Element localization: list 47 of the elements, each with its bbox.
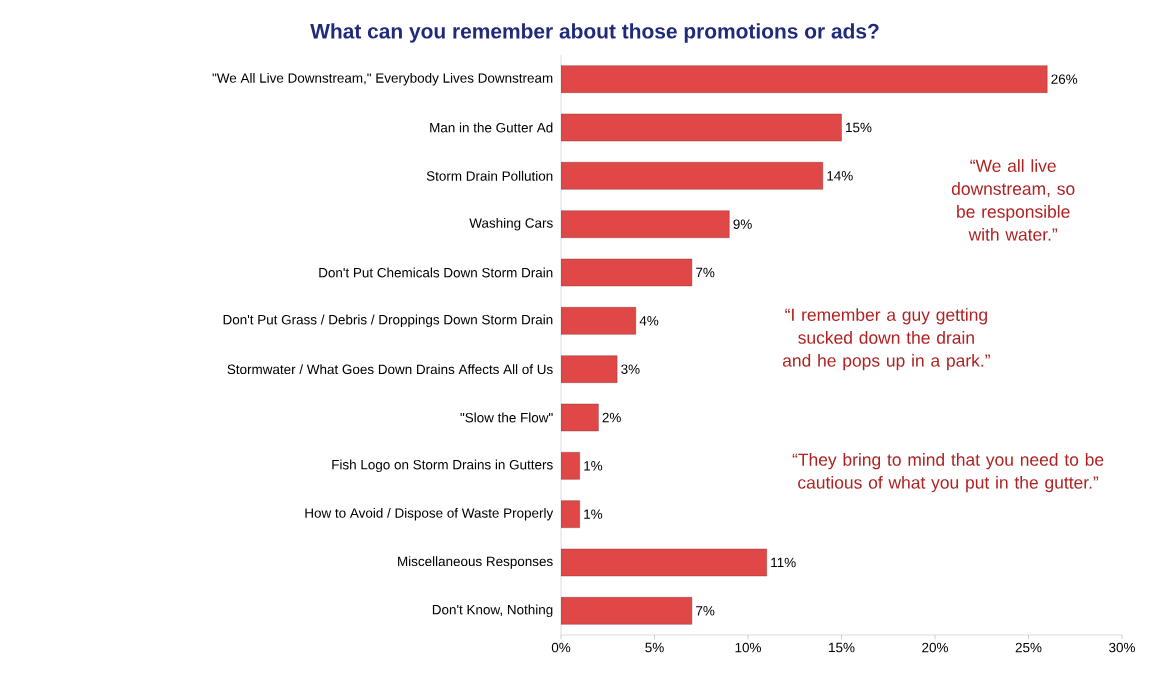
y-tick-label: Don't Know, Nothing (432, 604, 553, 618)
x-tick-label: 0% (551, 642, 571, 653)
data-label: 4% (639, 316, 659, 326)
x-tick-label: 10% (735, 642, 761, 653)
y-tick-label: "Slow the Flow" (460, 412, 553, 423)
data-label: 14% (827, 171, 853, 181)
bar (561, 210, 730, 238)
data-label: 11% (771, 557, 796, 568)
bar (561, 597, 693, 625)
bar (561, 65, 1048, 93)
y-tick-label: Stormwater / What Goes Down Drains Affects All of Us (227, 364, 553, 375)
data-label: 1% (584, 461, 603, 471)
data-label: 9% (733, 219, 752, 229)
bar (561, 548, 767, 577)
annotation: “They bring to mind that you need to be cautious of what you put in the gutter.” (792, 453, 1104, 493)
data-label: 7% (696, 267, 715, 278)
bar (561, 452, 580, 480)
y-tick-label: Storm Drain Pollution (426, 170, 553, 181)
chart-title: What can you remember about those promotions or ads? (310, 23, 879, 43)
y-tick-label: Man in the Gutter Ad (430, 122, 553, 133)
bar (561, 258, 693, 287)
x-tick-label: 5% (645, 642, 664, 653)
data-label: 1% (584, 509, 603, 519)
bar (561, 355, 618, 383)
data-label: 26% (1051, 74, 1078, 84)
data-label: 7% (696, 606, 715, 616)
y-tick-label: "We All Live Downstream," Everybody Lives Downstream (212, 72, 553, 86)
x-tick-label: 25% (1015, 642, 1042, 653)
x-tick-label: 15% (829, 642, 855, 653)
annotation: “We all live downstream, so be responsible with water.” (951, 159, 1075, 241)
y-tick-label: How to Avoid / Dispose of Waste Properly (305, 507, 554, 521)
data-label: 2% (602, 412, 621, 423)
data-label: 15% (846, 122, 872, 133)
bar (561, 307, 637, 335)
x-tick-label: 20% (922, 642, 948, 653)
y-tick-label: Miscellaneous Responses (398, 556, 553, 569)
data-label: 3% (621, 364, 640, 374)
y-tick-label: Fish Logo on Storm Drains in Gutters (332, 459, 553, 473)
bar (561, 162, 824, 190)
y-tick-label: Don't Put Grass / Debris / Droppings Down Storm Drain (223, 314, 553, 328)
annotation: “I remember a guy getting sucked down the drain and he pops up in a park.” (782, 308, 990, 371)
bar (561, 113, 842, 142)
bar (561, 500, 580, 528)
x-tick-label: 30% (1109, 642, 1135, 653)
y-tick-label: Don't Put Chemicals Down Storm Drain (319, 267, 553, 278)
y-tick-label: Washing Cars (469, 217, 553, 231)
bar (561, 403, 599, 432)
